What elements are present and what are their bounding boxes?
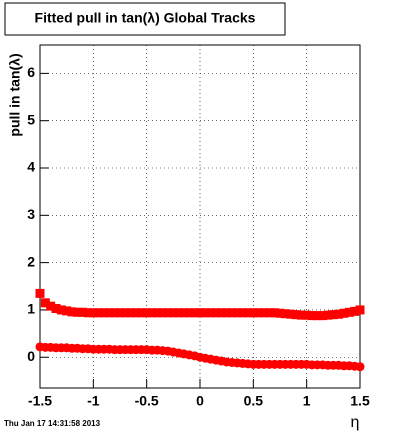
point [67,307,77,317]
x-tick-label: -0.5 [135,393,159,409]
y-tick-label: 0 [27,348,35,364]
point [275,308,285,318]
y-tick-label: 2 [27,253,35,269]
point [227,308,237,318]
point [78,307,88,317]
point [216,308,226,318]
footer: Thu Jan 17 14:31:58 2013 [4,419,101,428]
point [355,305,365,315]
point [142,308,152,318]
point [248,308,258,318]
point [88,308,98,318]
point [350,306,360,316]
chart-title: Fitted pull in tan(λ) Global Tracks [35,10,256,26]
point [40,298,50,308]
point [291,310,301,320]
point [99,308,109,318]
title-box [4,2,286,36]
point [35,288,45,298]
point [222,308,232,318]
point [131,308,141,318]
point [147,308,157,318]
point [56,305,66,315]
point [163,308,173,318]
point [238,308,248,318]
point [280,309,290,319]
point [211,308,221,318]
y-tick-label: 4 [27,159,35,175]
y-tick-label: 1 [27,301,35,317]
y-axis-label: pull in tan(λ) [7,53,23,136]
point [270,308,280,318]
point [184,308,194,318]
point [94,308,104,318]
point [302,310,312,320]
point [174,308,184,318]
plot-frame [39,44,361,389]
point [232,308,242,318]
y-tick-label: 3 [27,206,35,222]
point [46,301,56,311]
x-axis-label: η [351,414,360,431]
point [120,308,130,318]
x-tick-label: 1.5 [350,393,370,409]
point [243,308,253,318]
point [312,311,322,321]
point [200,308,210,318]
point [264,308,274,318]
y-tick-label: 5 [27,111,35,127]
point [318,311,328,321]
point [344,307,354,317]
point [126,308,136,318]
point [195,308,205,318]
point [62,306,72,316]
x-tick-label: -1.5 [28,393,52,409]
point [339,308,349,318]
point [158,308,168,318]
point [83,308,93,318]
point [51,304,61,314]
point [254,308,264,318]
point [136,308,146,318]
point [286,309,296,319]
x-tick-label: 1 [303,393,311,409]
point [115,308,125,318]
point [152,308,162,318]
point [328,310,338,320]
point [179,308,189,318]
point [104,308,114,318]
x-tick-label: -1 [87,393,100,409]
y-tick-label: 6 [27,64,35,80]
point [110,308,120,318]
point [206,308,216,318]
point [72,307,82,317]
x-tick-label: 0 [196,393,204,409]
point [168,308,178,318]
point [334,309,344,319]
point [259,308,269,318]
point [190,308,200,318]
point [296,310,306,320]
point [307,311,317,321]
point [355,362,365,372]
x-tick-label: 0.5 [244,393,264,409]
point [323,310,333,320]
